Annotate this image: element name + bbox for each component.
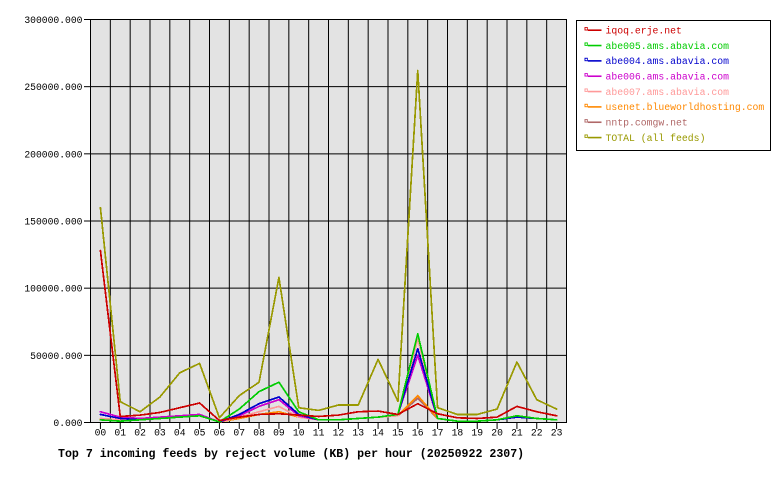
- svg-text:04: 04: [174, 428, 186, 439]
- svg-text:08: 08: [253, 428, 265, 439]
- svg-text:abe006.ams.abavia.com: abe006.ams.abavia.com: [606, 72, 730, 83]
- svg-text:02: 02: [134, 428, 146, 439]
- svg-text:17: 17: [432, 428, 444, 439]
- svg-text:12: 12: [333, 428, 345, 439]
- svg-text:abe007.ams.abavia.com: abe007.ams.abavia.com: [606, 87, 730, 98]
- svg-text:19: 19: [471, 428, 483, 439]
- svg-text:13: 13: [352, 428, 364, 439]
- svg-text:22: 22: [531, 428, 543, 439]
- svg-text:18: 18: [452, 428, 464, 439]
- svg-text:21: 21: [511, 428, 523, 439]
- svg-text:TOTAL (all feeds): TOTAL (all feeds): [606, 133, 706, 144]
- svg-text:iqoq.erje.net: iqoq.erje.net: [606, 26, 682, 37]
- svg-text:abe004.ams.abavia.com: abe004.ams.abavia.com: [606, 56, 730, 67]
- svg-text:50000.000: 50000.000: [30, 351, 83, 362]
- svg-text:09: 09: [273, 428, 285, 439]
- svg-text:150000.000: 150000.000: [24, 217, 82, 228]
- svg-text:03: 03: [154, 428, 166, 439]
- svg-text:16: 16: [412, 428, 424, 439]
- svg-text:11: 11: [313, 428, 325, 439]
- svg-text:20: 20: [491, 428, 503, 439]
- svg-text:300000.000: 300000.000: [24, 15, 82, 26]
- svg-text:05: 05: [194, 428, 206, 439]
- svg-text:usenet.blueworldhosting.com: usenet.blueworldhosting.com: [606, 102, 765, 113]
- svg-text:200000.000: 200000.000: [24, 149, 82, 160]
- svg-text:23: 23: [551, 428, 563, 439]
- svg-text:100000.000: 100000.000: [24, 284, 82, 295]
- svg-text:10: 10: [293, 428, 305, 439]
- svg-text:250000.000: 250000.000: [24, 82, 82, 93]
- svg-text:15: 15: [392, 428, 404, 439]
- svg-text:0.000: 0.000: [53, 418, 82, 429]
- svg-text:07: 07: [233, 428, 245, 439]
- svg-text:nntp.comgw.net: nntp.comgw.net: [606, 118, 688, 129]
- svg-text:14: 14: [372, 428, 384, 439]
- svg-text:01: 01: [114, 428, 126, 439]
- svg-text:00: 00: [95, 428, 107, 439]
- svg-text:abe005.ams.abavia.com: abe005.ams.abavia.com: [606, 41, 730, 52]
- svg-text:06: 06: [214, 428, 226, 439]
